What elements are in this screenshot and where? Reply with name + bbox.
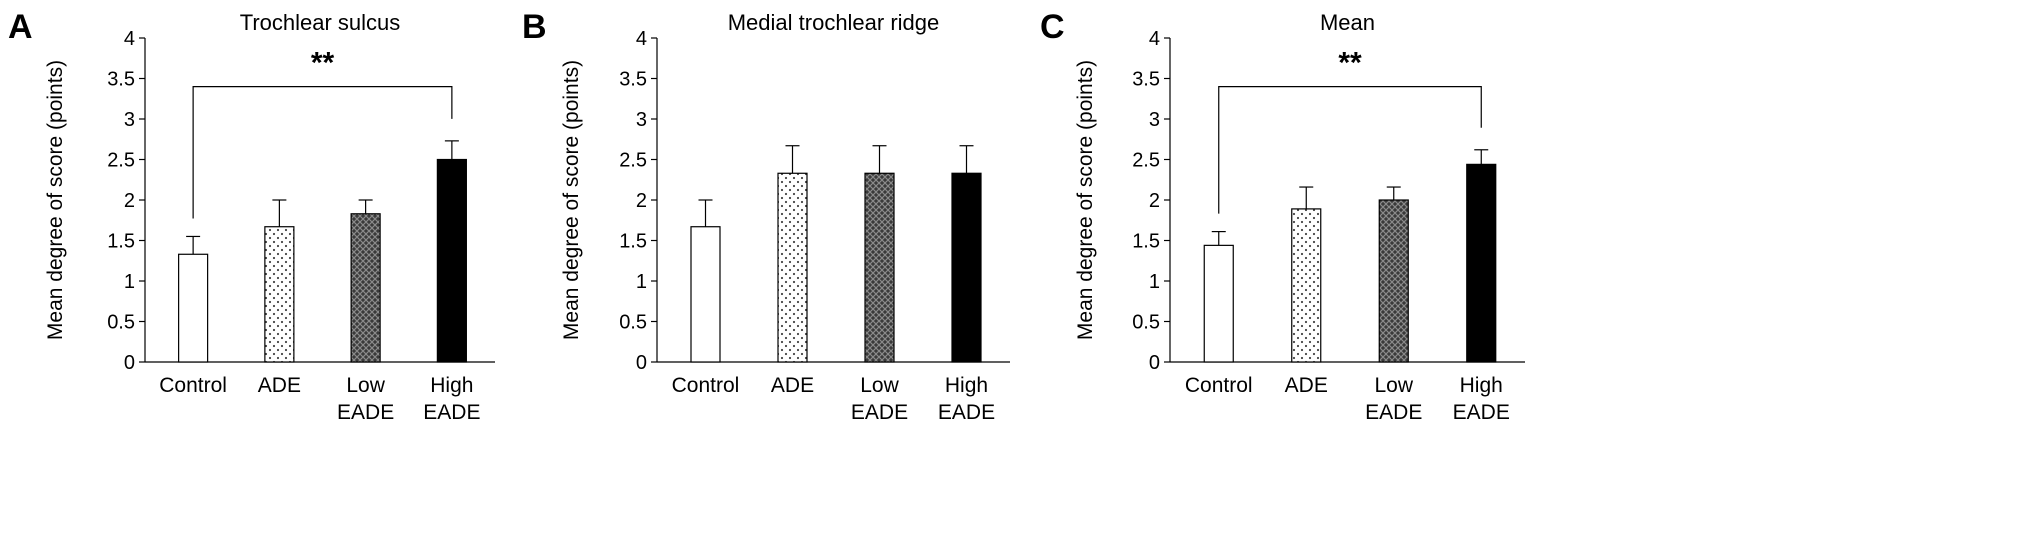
chart-panel-a: A Trochlear sulcus Mean degree of score (p…: [8, 8, 495, 424]
x-tick-label: EADE: [1453, 401, 1510, 424]
y-axis-label: Mean degree of score (points): [44, 60, 67, 340]
y-tick-label: 1.5: [619, 231, 647, 253]
x-tick-label: EADE: [851, 401, 908, 424]
chart-title: Trochlear sulcus: [240, 10, 401, 35]
x-tick-label: EADE: [337, 401, 394, 424]
bar: [1203, 244, 1234, 363]
bar: [1378, 199, 1409, 363]
bar: [178, 253, 209, 363]
y-tick-label: 0.5: [1132, 312, 1160, 334]
y-tick-label: 4: [636, 28, 647, 50]
y-tick-label: 3: [1149, 109, 1160, 131]
y-tick-label: 4: [1149, 28, 1160, 50]
bar: [951, 172, 982, 363]
x-tick-label: EADE: [938, 401, 995, 424]
y-tick-label: 0: [1149, 352, 1160, 374]
y-tick-label: 0.5: [619, 312, 647, 334]
significance-label: **: [311, 47, 335, 80]
y-tick-label: 1: [636, 271, 647, 293]
significance-bracket: [1218, 86, 1482, 214]
y-tick-label: 1.5: [1132, 231, 1160, 253]
bar: [264, 226, 295, 363]
significance-bracket: [192, 86, 453, 219]
x-tick-label: Control: [1185, 374, 1253, 397]
y-tick-label: 3.5: [107, 69, 135, 91]
chart-panel-b: B Medial trochlear ridge Mean degree of sc…: [522, 8, 1010, 424]
x-tick-label: Low: [860, 374, 899, 397]
x-tick-label: Low: [346, 374, 385, 397]
y-axis-label: Mean degree of score (points): [560, 60, 583, 340]
x-tick-label: High: [430, 374, 473, 397]
bar: [436, 158, 467, 363]
chart-title: Mean: [1320, 10, 1375, 35]
y-tick-label: 2: [124, 190, 135, 212]
y-tick-label: 3: [124, 109, 135, 131]
panel-letter: B: [522, 8, 547, 46]
y-tick-label: 2: [1149, 190, 1160, 212]
x-tick-label: Control: [672, 374, 740, 397]
y-tick-label: 0: [124, 352, 135, 374]
bar: [864, 172, 895, 363]
y-tick-label: 3: [636, 109, 647, 131]
y-tick-label: 0.5: [107, 312, 135, 334]
bar: [690, 226, 721, 363]
y-tick-label: 0: [636, 352, 647, 374]
x-tick-label: Control: [159, 374, 227, 397]
y-tick-label: 2.5: [107, 150, 135, 172]
x-tick-label: EADE: [1365, 401, 1422, 424]
x-tick-label: EADE: [423, 401, 480, 424]
bar: [777, 172, 808, 363]
y-tick-label: 1: [124, 271, 135, 293]
y-tick-label: 3.5: [1132, 69, 1160, 91]
bar: [1466, 163, 1497, 363]
panel-letter: C: [1040, 8, 1065, 46]
y-tick-label: 3.5: [619, 69, 647, 91]
x-tick-label: High: [1460, 374, 1503, 397]
significance-label: **: [1338, 47, 1362, 80]
x-tick-label: ADE: [771, 374, 814, 397]
y-tick-label: 2.5: [619, 150, 647, 172]
x-tick-label: ADE: [1285, 374, 1328, 397]
bar: [1291, 208, 1322, 363]
y-tick-label: 2: [636, 190, 647, 212]
x-tick-label: High: [945, 374, 988, 397]
y-tick-label: 1.5: [107, 231, 135, 253]
y-axis-label: Mean degree of score (points): [1074, 60, 1097, 340]
y-tick-label: 2.5: [1132, 150, 1160, 172]
chart-panel-c: C Mean Mean degree of score (points) 0 0.5 1 1…: [1040, 8, 1525, 424]
x-tick-label: ADE: [258, 374, 301, 397]
y-tick-label: 4: [124, 28, 135, 50]
x-tick-label: Low: [1374, 374, 1413, 397]
panel-letter: A: [8, 8, 33, 46]
y-tick-label: 1: [1149, 271, 1160, 293]
bar: [350, 213, 381, 363]
chart-title: Medial trochlear ridge: [728, 10, 940, 35]
